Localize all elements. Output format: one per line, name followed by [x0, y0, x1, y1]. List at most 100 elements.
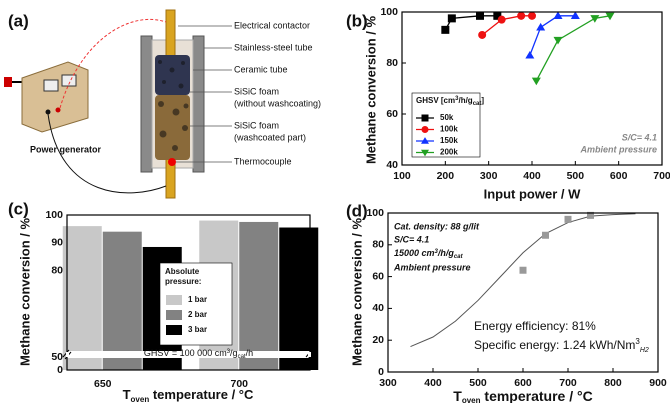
- legend-label: 50k: [440, 113, 454, 122]
- y-tick-label: 0: [57, 364, 63, 376]
- marker: [590, 15, 600, 23]
- series-line: [535, 15, 611, 82]
- diagram-label: SiSiC foam: [234, 120, 279, 130]
- y-axis-label: Methane conversion / %: [363, 16, 378, 165]
- axis-break: [66, 352, 69, 357]
- marker: [553, 11, 563, 20]
- marker: [421, 137, 429, 144]
- series-line: [529, 15, 576, 56]
- y-tick-label: 80: [386, 57, 398, 69]
- x-tick-label: 800: [604, 377, 622, 389]
- marker: [441, 25, 450, 34]
- series-line: [444, 15, 498, 31]
- x-tick-label: 500: [469, 377, 487, 389]
- marker: [497, 15, 506, 24]
- legend-box: [411, 92, 481, 158]
- y-tick-label: 80: [372, 239, 384, 251]
- x-tick-label: 300: [379, 377, 397, 389]
- panel-label: (b): [346, 11, 368, 30]
- diagram-label: Ceramic tube: [234, 64, 288, 74]
- marker: [553, 36, 563, 45]
- foam-texture: [158, 60, 189, 151]
- x-tick-label: 700: [559, 377, 577, 389]
- annotation-part: 3: [435, 249, 439, 255]
- legend-title-part: cat: [473, 101, 482, 107]
- y-axis-label: Methane conversion / %: [349, 218, 364, 367]
- marker: [587, 211, 594, 219]
- legend-label: 150k: [440, 136, 458, 145]
- x-label-part: oven: [131, 395, 150, 403]
- terminal: [45, 109, 51, 115]
- marker: [536, 22, 546, 31]
- x-tick-label: 900: [649, 377, 667, 389]
- marker: [519, 266, 527, 274]
- annotation: Ambient pressure: [579, 144, 657, 154]
- y-tick-label: 40: [372, 302, 384, 314]
- annotation: Energy efficiency: 81%: [474, 319, 596, 333]
- annotation: Ambient pressure: [393, 262, 471, 272]
- legend-title: GHSV [cm3/h/gcat]: [416, 96, 484, 107]
- legend-label: 100k: [440, 125, 458, 134]
- annotation-part: cat: [238, 354, 246, 360]
- marker: [528, 11, 536, 20]
- gauge: [43, 79, 59, 92]
- x-tick-label: 650: [94, 378, 112, 390]
- annotation-part: H2: [640, 347, 649, 354]
- annotation-part: Specific energy: 1.24 kWh/Nm: [474, 338, 635, 352]
- marker: [447, 14, 456, 23]
- diagram-label: Power generator: [30, 144, 102, 154]
- annotation: S/C= 4.1: [622, 132, 657, 142]
- x-tick-label: 400: [523, 170, 541, 182]
- gauge: [61, 74, 77, 87]
- annotation: 15000 cm3/h/gcat: [394, 248, 464, 259]
- legend-title-part: ]: [481, 96, 484, 105]
- marker: [421, 149, 429, 157]
- x-tick-label: 100: [393, 170, 411, 182]
- x-tick-label: 600: [610, 170, 628, 182]
- thermocouple-tip: [168, 158, 176, 166]
- x-tick-label: 600: [514, 377, 532, 389]
- legend-label: 1 bar: [188, 295, 207, 304]
- x-tick-label: 700: [230, 378, 248, 390]
- y-tick-label: 0: [378, 366, 384, 378]
- annotation-part: /g: [230, 348, 238, 358]
- x-label-part: oven: [462, 396, 481, 403]
- power-box: [21, 61, 89, 133]
- y-tick-label: 100: [45, 209, 63, 221]
- x-axis-label: Toven temperature / °C: [123, 387, 254, 403]
- x-label-part: T: [123, 387, 131, 402]
- annotation-part: 3: [635, 337, 640, 346]
- diagram-label: Thermocouple: [234, 156, 292, 166]
- diagram-label: SiSiC foam: [234, 86, 279, 96]
- y-tick-label: 20: [372, 334, 384, 346]
- legend-label: 2 bar: [188, 310, 207, 319]
- annotation-part: /h/g: [437, 248, 454, 258]
- y-tick-label: 100: [366, 207, 384, 219]
- x-axis-label: Input power / W: [484, 186, 581, 201]
- leader-lines: [176, 25, 232, 163]
- legend-label: 3 bar: [188, 325, 207, 334]
- x-label-part: temperature / °C: [481, 388, 593, 403]
- annotation-part: GHSV = 100 000 cm: [144, 348, 227, 358]
- y-tick-label: 50: [51, 351, 63, 363]
- wire-black: [47, 113, 167, 194]
- marker: [421, 126, 429, 133]
- x-tick-label: 700: [653, 170, 670, 182]
- equilibrium-curve: [410, 213, 636, 348]
- x-label-part: T: [453, 388, 462, 403]
- series-line: [481, 15, 532, 36]
- steel-tube-right: [192, 35, 205, 173]
- annotation-part: 15000 cm: [394, 248, 435, 258]
- wire-red: [59, 18, 167, 109]
- y-tick-label: 80: [51, 264, 63, 276]
- marker: [525, 50, 535, 59]
- annotation-part: cat: [454, 254, 464, 260]
- annotation-part: 3: [227, 349, 231, 355]
- plot-frame: [401, 11, 663, 166]
- bar: [102, 231, 142, 370]
- legend-swatch: [166, 325, 182, 335]
- bar: [239, 221, 279, 370]
- legend-title-part: GHSV [cm: [416, 96, 455, 105]
- legend-title: pressure:: [165, 277, 201, 286]
